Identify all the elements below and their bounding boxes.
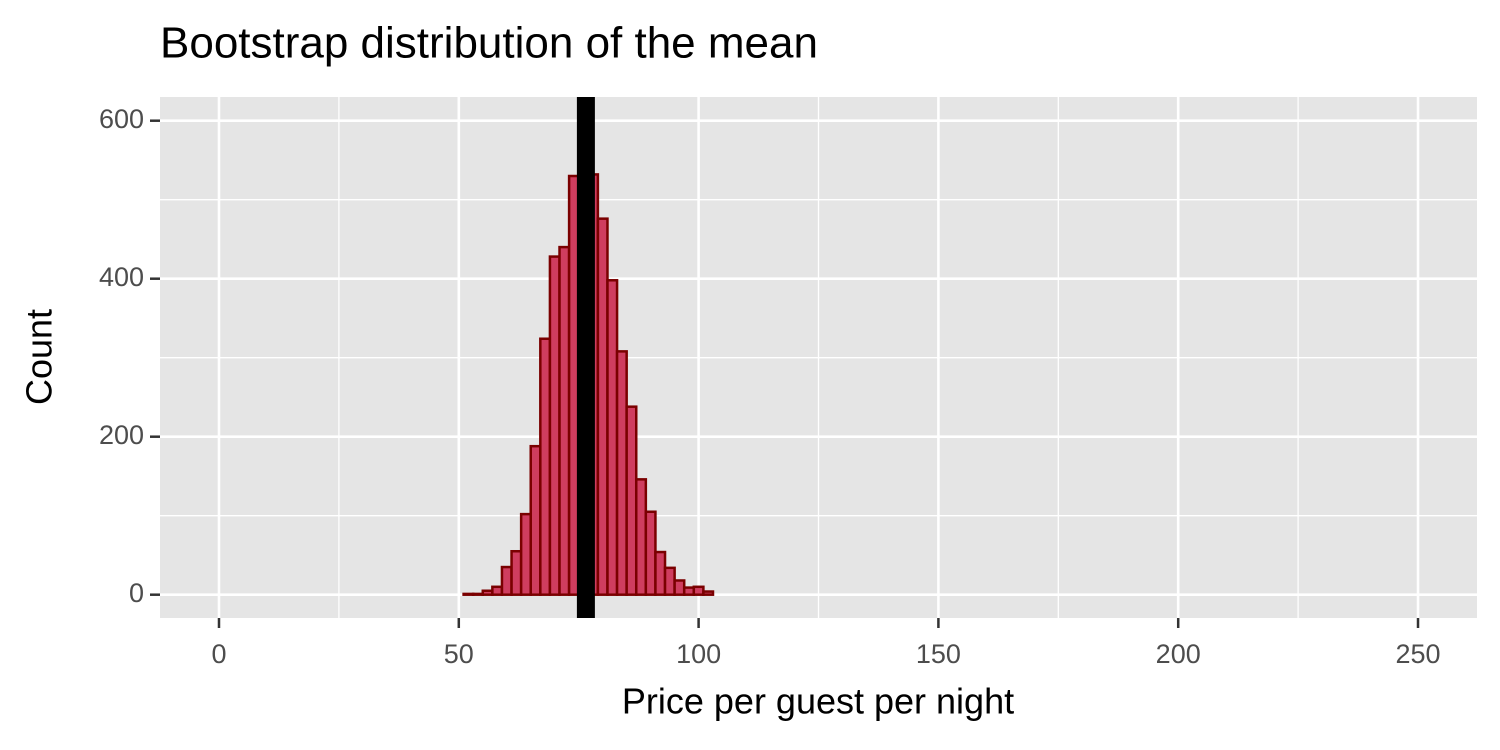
x-tick-label: 150 — [916, 639, 961, 669]
y-tick-label: 200 — [99, 420, 144, 450]
x-tick-label: 50 — [444, 639, 474, 669]
bar — [481, 589, 494, 596]
bar — [510, 549, 523, 596]
bar — [702, 590, 715, 596]
y-tick-label: 600 — [99, 104, 144, 134]
bar — [539, 337, 552, 596]
bar — [654, 550, 667, 596]
y-tick-label: 400 — [99, 262, 144, 292]
bar — [634, 478, 648, 596]
bar — [625, 405, 638, 596]
bar — [673, 579, 686, 596]
y-tick-label: 0 — [129, 578, 144, 608]
bar — [491, 585, 504, 596]
x-tick-label: 250 — [1395, 639, 1440, 669]
bar — [596, 217, 609, 596]
bar — [462, 592, 475, 596]
bar — [644, 510, 657, 596]
y-axis-title: Count — [19, 309, 60, 405]
bar — [692, 585, 705, 596]
x-tick-label: 0 — [211, 639, 226, 669]
bar — [682, 586, 696, 596]
bar — [615, 350, 628, 596]
bar — [471, 592, 485, 596]
bar — [548, 255, 561, 596]
bar — [519, 512, 532, 596]
bar — [558, 245, 571, 596]
bar — [663, 566, 676, 596]
bar — [606, 279, 619, 596]
x-axis-title: Price per guest per night — [622, 681, 1014, 722]
x-tick-label: 200 — [1156, 639, 1201, 669]
x-tick-label: 100 — [676, 639, 721, 669]
bar — [529, 444, 542, 596]
bar — [500, 565, 513, 596]
chart-title: Bootstrap distribution of the mean — [160, 19, 818, 68]
